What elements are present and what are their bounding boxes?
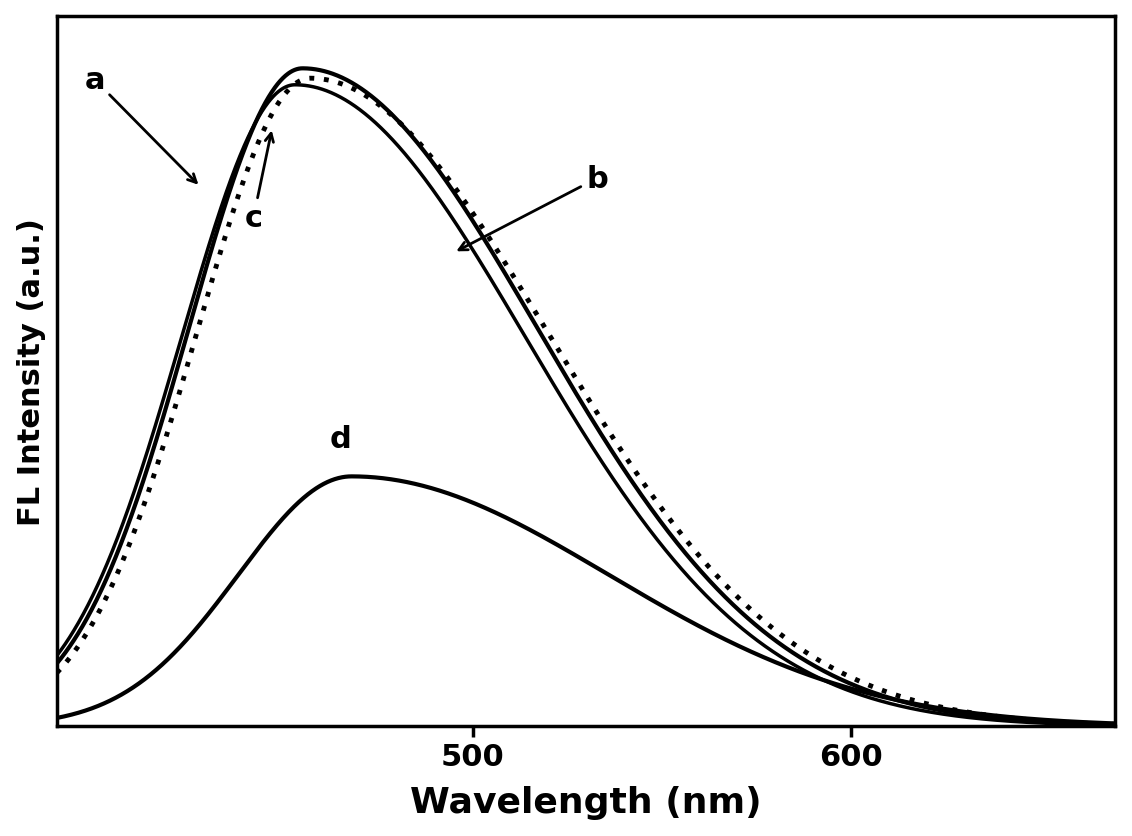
- Text: b: b: [458, 165, 608, 251]
- X-axis label: Wavelength (nm): Wavelength (nm): [410, 785, 762, 819]
- Text: a: a: [84, 66, 196, 183]
- Y-axis label: FL Intensity (a.u.): FL Intensity (a.u.): [17, 218, 45, 525]
- Text: d: d: [329, 425, 351, 454]
- Text: c: c: [245, 134, 274, 233]
